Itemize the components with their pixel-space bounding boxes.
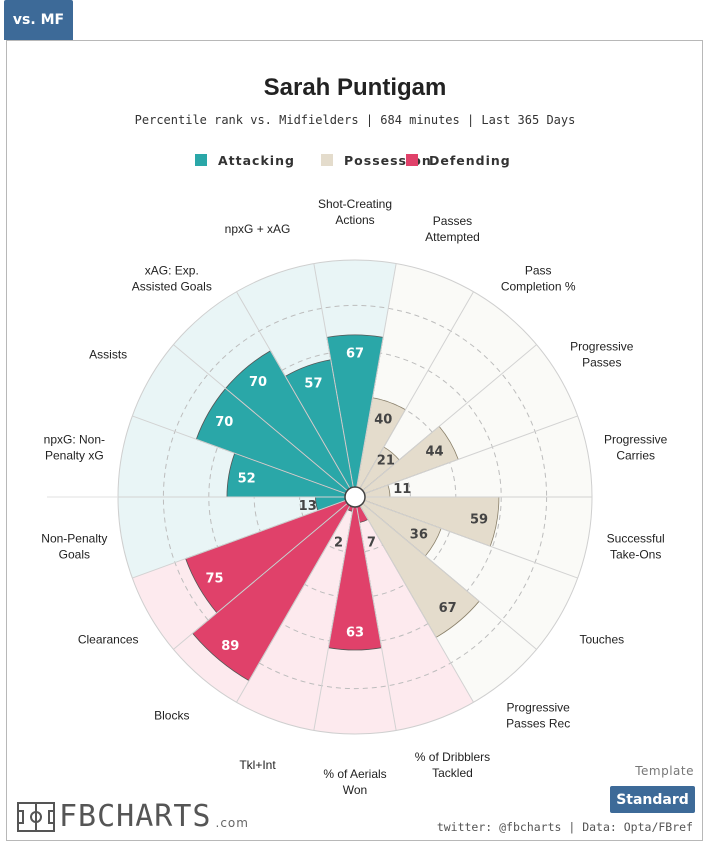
spoke — [236, 505, 351, 703]
category-label-progressive-passes: Progressive Passes — [570, 340, 634, 370]
value-label-xag-exp-assisted-goals: 70 — [249, 375, 267, 390]
bg-wedge-progressive-carries — [364, 415, 592, 497]
value-label-progressive-passes: 44 — [426, 445, 444, 460]
value-label-passes-attempted: 40 — [374, 413, 392, 428]
data-wedges — [185, 334, 500, 682]
value-label-touches: 36 — [410, 527, 428, 542]
legend-swatch-attacking — [195, 154, 207, 166]
category-label-shot-creating-actions: Shot-Creating Actions — [318, 197, 392, 227]
spoke — [362, 344, 537, 491]
value-label-assists: 70 — [215, 415, 233, 430]
legend-swatch-possession — [321, 154, 333, 166]
category-label-progressive-passes-rec: Progressive Passes Rec — [506, 700, 570, 730]
category-label-of-dribblers-tackled: % of Dribblers Tackled — [415, 750, 490, 780]
value-label-non-penalty-goals: 13 — [299, 499, 317, 514]
category-label-clearances: Clearances — [78, 633, 139, 647]
chart-title: Sarah Puntigam — [264, 74, 447, 101]
spoke — [173, 503, 348, 650]
category-label-touches: Touches — [579, 633, 624, 647]
spoke — [313, 506, 354, 731]
spoke — [359, 291, 474, 489]
category-label-npxg-non-penalty-xg: npxG: Non-Penalty xG — [44, 433, 105, 463]
logo-wordmark: FBCHARTS — [59, 799, 212, 834]
category-label-xag-exp-assisted-goals: xAG: Exp. Assisted Goals — [132, 264, 212, 294]
bg-wedge-of-dribblers-tackled — [356, 505, 474, 731]
value-label-clearances: 75 — [205, 572, 223, 587]
footer-credit: twitter: @fbcharts | Data: Opta/FBref — [436, 820, 693, 834]
legend-label-defending: Defending — [429, 153, 511, 168]
chart-subtitle: Percentile rank vs. Midfielders | 684 mi… — [135, 113, 576, 127]
value-label-of-aerials-won: 63 — [346, 626, 364, 641]
legend-label-attacking: Attacking — [218, 153, 295, 168]
value-label-npxg-xag: 57 — [304, 376, 322, 391]
center-circle — [344, 486, 366, 508]
chart-panel: Sarah Puntigam Percentile rank vs. Midfi… — [6, 40, 703, 841]
value-label-tkl-int: 2 — [334, 536, 343, 551]
value-label-of-dribblers-tackled: 7 — [367, 536, 376, 551]
value-labels: 67 40 21 44 11 59 36 67 7 63 2 89 75 13 52 70 70 57 — [205, 346, 488, 654]
spoke — [313, 263, 354, 488]
legend-item-attacking: Attacking — [195, 153, 295, 168]
value-label-successful-take-ons: 59 — [470, 512, 488, 527]
pitch-icon — [17, 802, 55, 832]
spoke — [173, 344, 348, 491]
logo-suffix: .com — [215, 816, 249, 830]
value-label-shot-creating-actions: 67 — [346, 346, 364, 361]
spoke — [362, 503, 537, 650]
category-label-passes-attempted: Passes Attempted — [425, 214, 480, 244]
spoke — [364, 415, 578, 495]
spoke — [132, 415, 346, 495]
bg-wedge-pass-completion — [360, 291, 537, 491]
legend-label-possession: Possession — [344, 153, 432, 168]
pizza-chart: Sarah Puntigam Percentile rank vs. Midfi… — [41, 74, 667, 797]
value-label-blocks: 89 — [221, 639, 239, 654]
category-label-pass-completion: Pass Completion % — [501, 264, 576, 294]
category-label-non-penalty-goals: Non-Penalty Goals — [41, 531, 107, 561]
category-label-assists: Assists — [89, 348, 127, 362]
fbcharts-logo: FBCHARTS .com — [17, 796, 249, 832]
spokes — [118, 263, 592, 731]
category-label-blocks: Blocks — [154, 708, 189, 722]
value-label-progressive-passes-rec: 67 — [439, 601, 457, 616]
legend-item-defending: Defending — [406, 153, 511, 168]
category-labels: Shot-Creating Actions Passes Attempted Pass C… — [41, 197, 667, 797]
category-label-tkl-int: Tkl+Int — [239, 758, 276, 772]
spoke — [236, 291, 351, 489]
spoke — [364, 499, 578, 579]
tab-vs-mf[interactable]: vs. MF — [4, 0, 73, 40]
value-label-progressive-carries: 11 — [393, 482, 411, 497]
legend-swatch-defending — [406, 154, 418, 166]
spoke — [356, 506, 397, 731]
spoke — [359, 505, 474, 703]
bg-wedge-tkl-int — [236, 505, 354, 731]
value-label-npxg-non-penalty-xg: 52 — [238, 471, 256, 486]
category-label-of-aerials-won: % of Aerials Won — [323, 767, 386, 797]
spoke — [356, 263, 397, 488]
spoke — [132, 499, 346, 579]
template-standard-button[interactable]: Standard — [610, 786, 695, 813]
category-label-successful-take-ons: Successful Take-Ons — [607, 531, 665, 561]
category-label-npxg-xag: npxG + xAG — [225, 222, 291, 236]
template-label: Template — [635, 764, 694, 778]
category-label-progressive-carries: Progressive Carries — [604, 433, 668, 463]
bg-wedge-non-penalty-goals — [118, 497, 346, 579]
value-label-pass-completion: 21 — [377, 454, 395, 469]
